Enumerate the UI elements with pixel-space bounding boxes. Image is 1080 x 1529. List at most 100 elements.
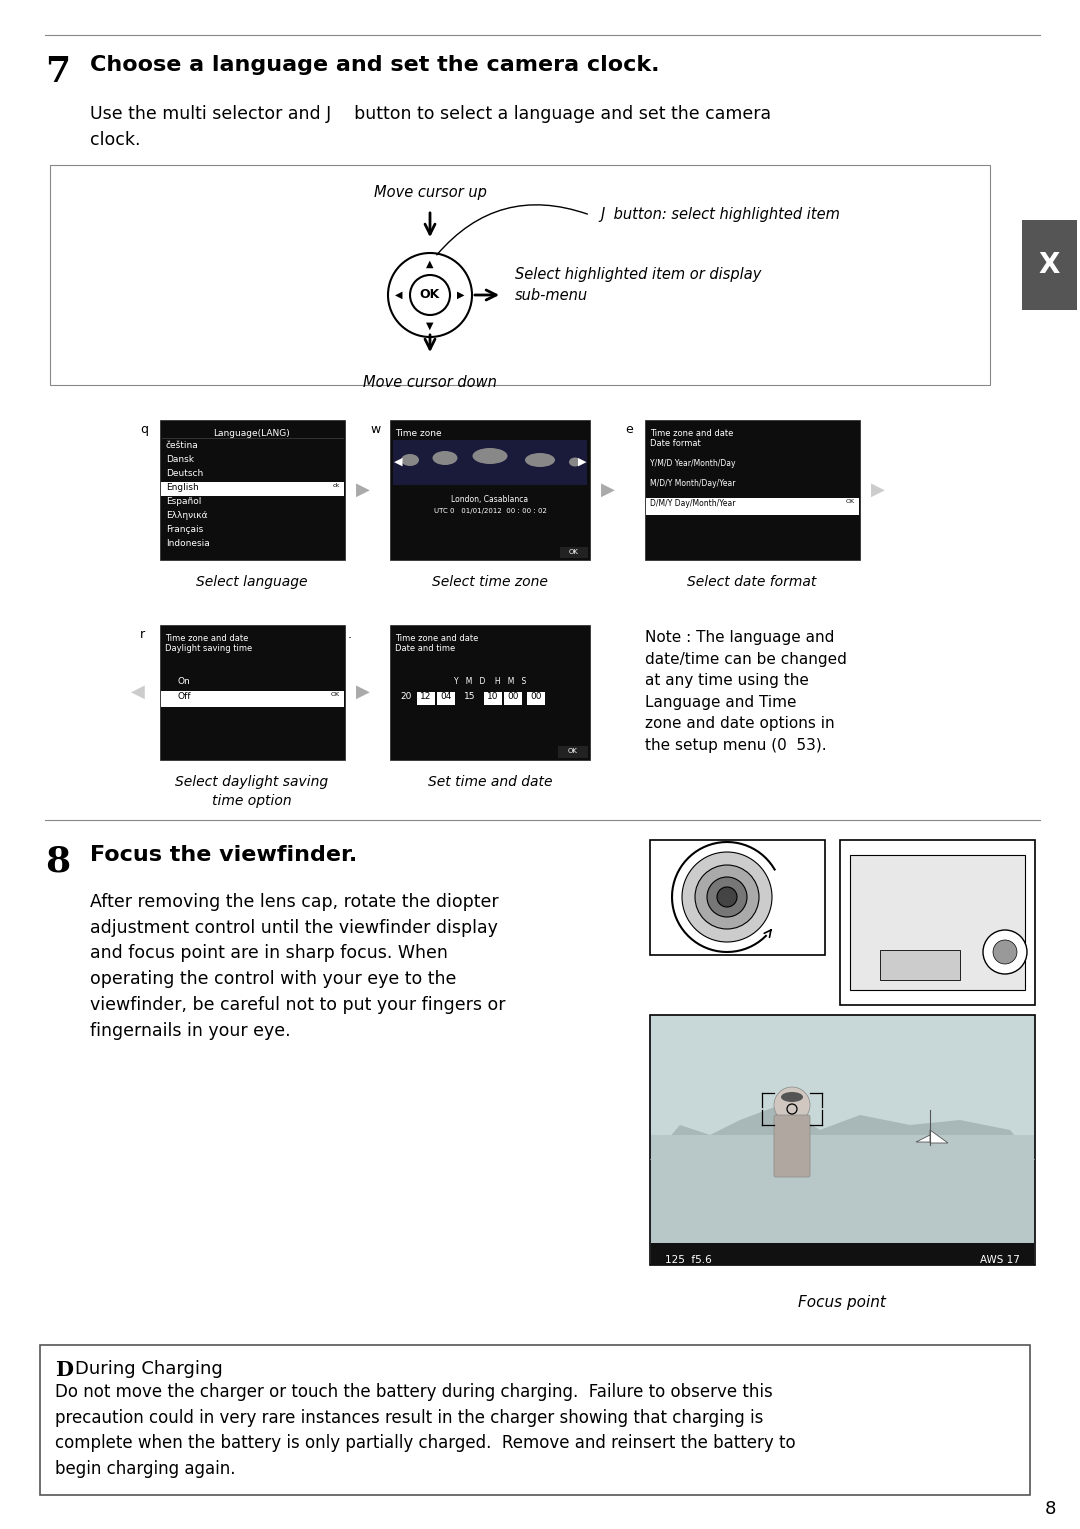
- Text: OK: OK: [846, 498, 855, 505]
- Text: Time zone and date: Time zone and date: [395, 635, 478, 644]
- Bar: [650, 1015, 1035, 1264]
- Text: q: q: [140, 424, 148, 436]
- Text: 10: 10: [487, 693, 499, 700]
- Text: Move cursor down: Move cursor down: [363, 375, 497, 390]
- Text: ◀: ◀: [394, 457, 402, 466]
- Text: ▶: ▶: [578, 457, 586, 466]
- Text: čeština: čeština: [166, 440, 199, 450]
- Text: w: w: [370, 424, 380, 436]
- Bar: [437, 693, 455, 705]
- Circle shape: [696, 865, 759, 930]
- Ellipse shape: [525, 453, 555, 466]
- Text: Move cursor up: Move cursor up: [374, 185, 486, 200]
- Text: Y   M   D    H   M   S: Y M D H M S: [454, 677, 526, 687]
- Bar: [1022, 220, 1077, 310]
- Text: English: English: [166, 483, 199, 492]
- Text: Select date format: Select date format: [687, 575, 816, 589]
- Text: After removing the lens cap, rotate the diopter
adjustment control until the vie: After removing the lens cap, rotate the …: [90, 893, 505, 1040]
- Text: Deutsch: Deutsch: [166, 469, 203, 479]
- Bar: [40, 1346, 1030, 1495]
- Circle shape: [993, 940, 1017, 963]
- Text: ▼: ▼: [427, 321, 434, 330]
- Text: ▶: ▶: [602, 482, 615, 498]
- Bar: [558, 746, 588, 758]
- Text: r: r: [140, 628, 145, 641]
- Text: 7: 7: [45, 55, 70, 89]
- Text: X: X: [1038, 251, 1059, 278]
- Bar: [417, 693, 435, 705]
- Bar: [646, 498, 859, 515]
- Bar: [880, 950, 960, 980]
- Bar: [161, 482, 345, 495]
- Text: ◀: ◀: [395, 291, 403, 300]
- Text: OK: OK: [569, 549, 579, 555]
- Polygon shape: [650, 1105, 1035, 1161]
- Text: ◀: ◀: [131, 683, 145, 700]
- Text: 12: 12: [420, 693, 432, 700]
- Text: Select highlighted item or display
sub-menu: Select highlighted item or display sub-m…: [515, 268, 761, 303]
- Bar: [651, 1139, 1034, 1264]
- Text: ▶: ▶: [356, 683, 370, 700]
- Polygon shape: [916, 1135, 930, 1142]
- Bar: [390, 625, 590, 760]
- Text: 125  f5.6: 125 f5.6: [665, 1255, 712, 1264]
- Text: e: e: [625, 424, 633, 436]
- Bar: [651, 1135, 1034, 1264]
- Text: Use the multi selector and J  button to select a language and set the camera
clo: Use the multi selector and J button to s…: [90, 106, 771, 148]
- Bar: [645, 420, 860, 560]
- Bar: [651, 1243, 1034, 1264]
- Text: Choose a language and set the camera clock.: Choose a language and set the camera clo…: [90, 55, 660, 75]
- Text: Español: Español: [166, 497, 201, 506]
- FancyBboxPatch shape: [774, 1115, 810, 1177]
- Bar: [390, 420, 590, 560]
- Bar: [527, 693, 545, 705]
- Text: Note : The language and
date/time can be changed
at any time using the
Language : Note : The language and date/time can be…: [645, 630, 847, 752]
- Bar: [161, 691, 345, 706]
- Text: Dansk: Dansk: [166, 456, 194, 463]
- Text: M/D/Y Month/Day/Year: M/D/Y Month/Day/Year: [650, 479, 735, 488]
- Text: Language(LANG): Language(LANG): [214, 430, 291, 437]
- Text: During Charging: During Charging: [75, 1359, 222, 1378]
- Text: London, Casablanca: London, Casablanca: [451, 495, 528, 505]
- Text: ▶: ▶: [457, 291, 464, 300]
- Ellipse shape: [473, 448, 508, 463]
- Text: 8: 8: [45, 846, 70, 879]
- Text: Français: Français: [166, 524, 203, 534]
- Circle shape: [774, 1087, 810, 1122]
- Text: Time zone and date: Time zone and date: [650, 430, 733, 437]
- Text: Daylight saving time: Daylight saving time: [165, 644, 253, 653]
- Ellipse shape: [401, 454, 419, 466]
- Text: OK: OK: [420, 289, 441, 301]
- Bar: [484, 693, 502, 705]
- Bar: [504, 693, 522, 705]
- Circle shape: [681, 852, 772, 942]
- Text: Do not move the charger or touch the battery during charging.  Failure to observ: Do not move the charger or touch the bat…: [55, 1384, 796, 1479]
- Text: 8: 8: [1045, 1500, 1056, 1518]
- Text: Select time zone: Select time zone: [432, 575, 548, 589]
- Text: ▶: ▶: [872, 482, 885, 498]
- Text: 04: 04: [441, 693, 451, 700]
- Text: Time zone: Time zone: [395, 430, 442, 437]
- Text: Date format: Date format: [650, 439, 701, 448]
- Text: Off: Off: [178, 693, 191, 700]
- Bar: [850, 855, 1025, 989]
- Text: Time zone and date: Time zone and date: [165, 635, 248, 644]
- Text: 00: 00: [530, 693, 542, 700]
- Text: D: D: [55, 1359, 73, 1381]
- Bar: [160, 625, 345, 760]
- Text: On: On: [178, 677, 191, 687]
- Text: Y/M/D Year/Month/Day: Y/M/D Year/Month/Day: [650, 459, 735, 468]
- Bar: [840, 839, 1035, 1005]
- Text: Set time and date: Set time and date: [428, 775, 552, 789]
- Ellipse shape: [781, 1092, 804, 1102]
- Circle shape: [717, 887, 737, 907]
- Circle shape: [983, 930, 1027, 974]
- Text: Date and time: Date and time: [395, 644, 456, 653]
- Text: 20: 20: [401, 693, 411, 700]
- Text: Indonesia: Indonesia: [166, 540, 210, 547]
- Text: 15: 15: [464, 693, 476, 700]
- Text: Select daylight saving
time option: Select daylight saving time option: [175, 775, 328, 809]
- Bar: [561, 547, 588, 558]
- Text: Focus the viewfinder.: Focus the viewfinder.: [90, 846, 357, 865]
- Bar: [393, 440, 588, 485]
